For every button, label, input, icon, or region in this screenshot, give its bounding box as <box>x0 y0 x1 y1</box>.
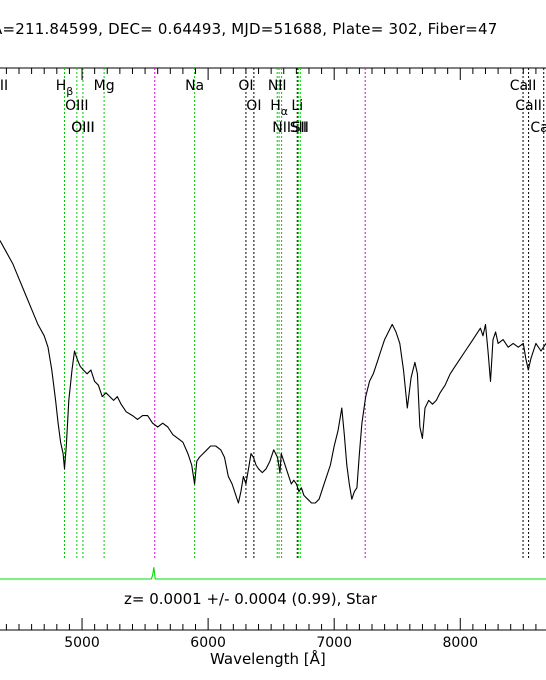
line-marker-label-3-0: Mg <box>94 78 115 94</box>
line-marker-label-2-0: OIII <box>71 120 94 136</box>
line-marker-label-13-0: SII <box>292 120 309 136</box>
x-tick-label-7000: 7000 <box>316 635 352 651</box>
line-markers <box>64 68 545 558</box>
spectrum-header: A=211.84599, DEC= 0.64493, MJD=51688, Pl… <box>0 20 498 38</box>
x-tick-label-6000: 6000 <box>190 635 226 651</box>
line-marker-label-2-1: OIII <box>71 120 94 136</box>
line-marker-label-16-0: CaII <box>515 98 542 114</box>
edge-label-0: II <box>0 78 8 94</box>
line-marker-label-7-0: OI <box>246 98 261 114</box>
redshift-annotation: z= 0.0001 +/- 0.0004 (0.99), Star <box>124 590 377 608</box>
x-axis-label: Wavelength [Å] <box>210 650 326 668</box>
line-marker-label-15-0: CaII <box>510 78 537 94</box>
line-marker-label-12-0: SII <box>290 120 307 136</box>
line-marker-label-5-0: Na <box>185 78 204 94</box>
series-line-1 <box>0 567 546 580</box>
line-marker-label-10-0: NII <box>272 120 291 136</box>
x-tick-label-8000: 8000 <box>442 635 478 651</box>
line-marker-label-6-0: OI <box>238 78 253 94</box>
plot-frame <box>0 67 546 631</box>
line-marker-label-0-0: Hβ <box>56 78 74 98</box>
line-marker-label-17-0: CaII <box>530 120 546 136</box>
line-marker-label-8-0: NII <box>268 78 287 94</box>
line-marker-label-11-0: Li <box>291 98 303 114</box>
spectrum-series <box>0 240 546 580</box>
line-marker-label-1-0: OIII <box>65 98 88 114</box>
series-line-0 <box>0 240 546 504</box>
line-marker-label-9-0: Hα <box>270 98 288 118</box>
x-tick-label-5000: 5000 <box>64 635 100 651</box>
x-axis-ticks: 5000 6000 7000 8000 <box>5 68 537 651</box>
